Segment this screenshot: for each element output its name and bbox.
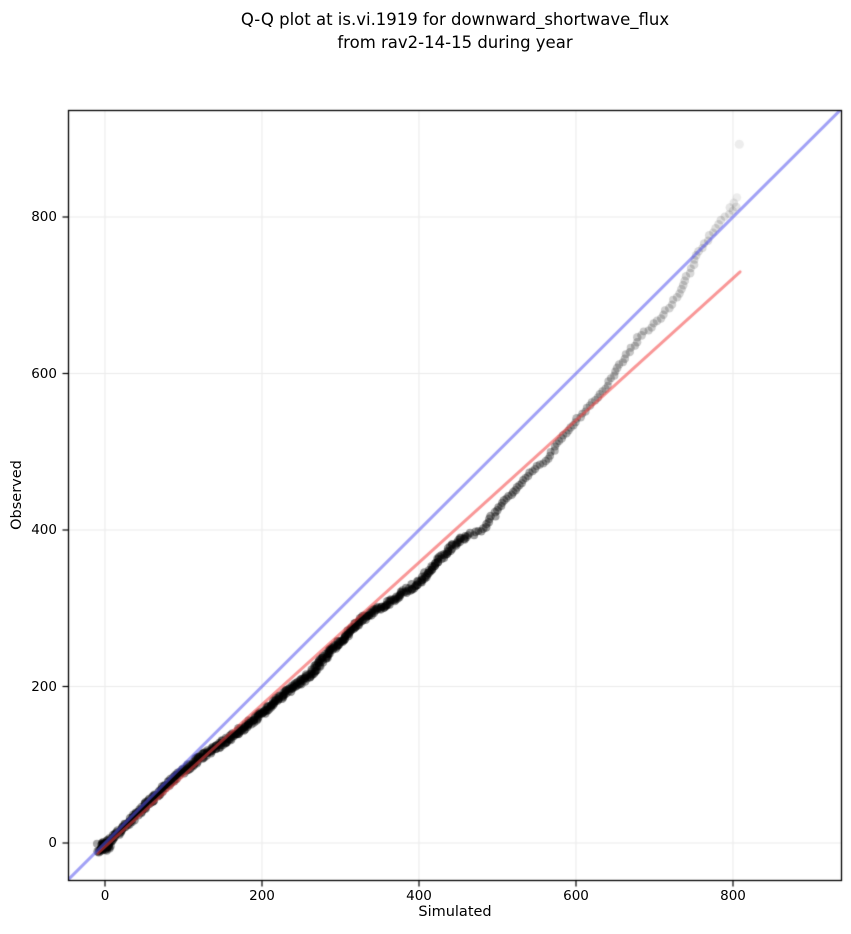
y-tick-label-0: 0: [48, 835, 57, 851]
x-axis-label: Simulated: [418, 904, 492, 920]
y-tick-label-800: 800: [31, 209, 57, 225]
y-tick-label-200: 200: [31, 678, 57, 695]
x-tick-label-200: 200: [249, 888, 275, 904]
y-tick-label-600: 600: [31, 365, 57, 382]
y-tick-label-400: 400: [31, 522, 57, 538]
x-tick-label-800: 800: [720, 888, 746, 904]
chart-title-line-2: from rav2-14-15 during year: [337, 33, 573, 52]
chart-title-line-1: Q-Q plot at is.vi.1919 for downward_shor…: [240, 10, 670, 29]
x-tick-label-0: 0: [100, 888, 110, 904]
y-axis-label: Observed: [9, 460, 25, 530]
x-tick-label-400: 400: [406, 888, 432, 904]
x-tick-label-600: 600: [563, 888, 589, 904]
chart-title: Q-Q plot at is.vi.1919 for downward_shor…: [68, 8, 842, 54]
